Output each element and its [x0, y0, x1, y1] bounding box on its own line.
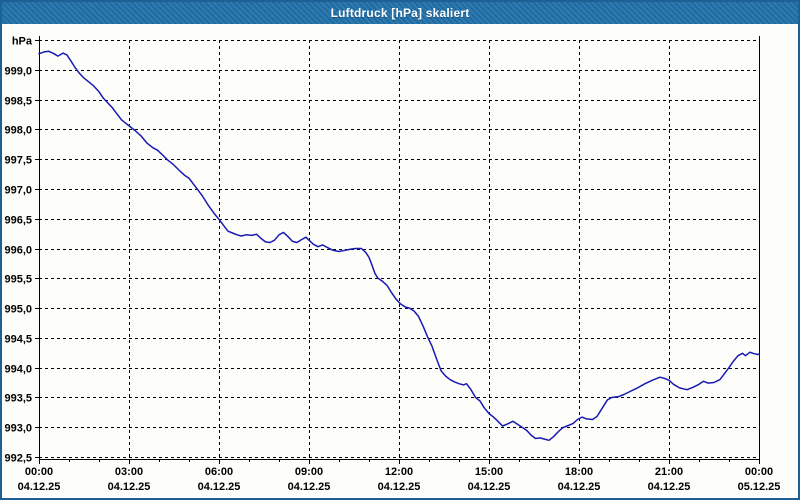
pressure-line: [38, 50, 760, 442]
x-axis-time-label: 00:00: [25, 466, 53, 478]
y-axis-label: 993,0: [4, 423, 32, 435]
x-axis-time-label: 03:00: [115, 466, 143, 478]
x-axis-date-label: 04.12.25: [468, 481, 511, 493]
y-axis-label: 994,0: [4, 364, 32, 376]
unit-label: hPa: [12, 36, 33, 48]
x-axis-time-label: 15:00: [475, 466, 503, 478]
x-axis-date-label: 04.12.25: [378, 481, 421, 493]
y-axis-label: 996,5: [4, 215, 32, 227]
x-axis-time-label: 18:00: [565, 466, 593, 478]
x-axis-date-label: 04.12.25: [648, 481, 691, 493]
x-axis-date-label: 04.12.25: [198, 481, 241, 493]
y-axis-label: 995,5: [4, 274, 32, 286]
y-axis-label: 998,5: [4, 96, 32, 108]
x-axis-date-label: 04.12.25: [288, 481, 331, 493]
chart-area: hPa 999,0 998,5 998,0 997,5 997,0 996,5 996,0 99…: [2, 24, 798, 498]
x-axis-time-label: 12:00: [385, 466, 413, 478]
x-axis-time-label: 06:00: [205, 466, 233, 478]
y-axis-label: 992,5: [4, 453, 32, 465]
x-axis-date-label: 04.12.25: [108, 481, 151, 493]
x-axis-time-label: 09:00: [295, 466, 323, 478]
y-axis-label: 999,0: [4, 66, 32, 78]
x-axis-date-label: 04.12.25: [18, 481, 61, 493]
y-axis-label: 998,0: [4, 125, 32, 137]
x-axis-time-label: 00:00: [745, 466, 773, 478]
title-bar: Luftdruck [hPa] skaliert: [2, 2, 798, 24]
y-axis-label: 995,0: [4, 304, 32, 316]
y-axis-label: 997,5: [4, 155, 32, 167]
x-axis-date-label: 04.12.25: [558, 481, 601, 493]
y-axis-label: 993,5: [4, 393, 32, 405]
y-axis-label: 994,5: [4, 334, 32, 346]
x-axis-time-label: 21:00: [655, 466, 683, 478]
pressure-chart: hPa 999,0 998,5 998,0 997,5 997,0 996,5 996,0 99…: [4, 36, 781, 494]
x-axis-date-label: 05.12.25: [738, 481, 781, 493]
window-title: Luftdruck [hPa] skaliert: [330, 6, 470, 20]
y-axis-label: 997,0: [4, 185, 32, 197]
y-axis-label: 996,0: [4, 245, 32, 257]
